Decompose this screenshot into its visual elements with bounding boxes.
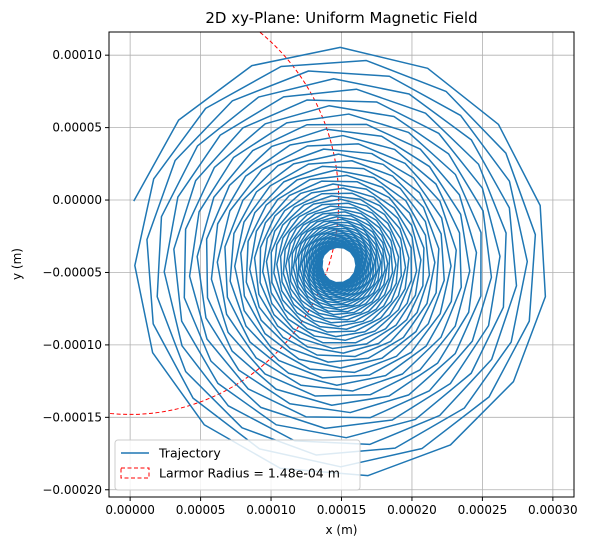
x-tick-label: 0.00025: [458, 503, 508, 517]
y-tick-label: −0.00005: [42, 265, 102, 279]
legend-box: [114, 439, 361, 491]
x-tick-label: 0.00005: [176, 503, 226, 517]
y-axis-label: y (m): [10, 248, 24, 280]
chart-title: 2D xy-Plane: Uniform Magnetic Field: [205, 9, 477, 27]
x-axis-label: x (m): [326, 523, 358, 537]
x-tick-label: 0.00020: [387, 503, 437, 517]
legend: Trajectory Larmor Radius = 1.48e-04 m: [114, 439, 361, 491]
y-tick-label: 0.00005: [52, 121, 102, 135]
y-tick-label: 0.00000: [52, 193, 102, 207]
y-tick-label: −0.00010: [42, 338, 102, 352]
legend-larmor-label: Larmor Radius = 1.48e-04 m: [159, 466, 340, 481]
x-tick-label: 0.00010: [246, 503, 296, 517]
legend-larmor-swatch: [120, 467, 150, 479]
x-tick-label: 0.00000: [105, 503, 155, 517]
y-tick-label: −0.00015: [42, 410, 102, 424]
trajectory-series: [133, 46, 547, 477]
x-ticks: 0.00000 0.00005 0.00010 0.00015 0.00020 0.000…: [105, 497, 578, 517]
legend-trajectory-label: Trajectory: [158, 446, 221, 461]
x-tick-label: 0.00015: [317, 503, 367, 517]
y-tick-label: −0.00020: [42, 483, 102, 497]
x-tick-label: 0.00030: [528, 503, 578, 517]
y-tick-label: 0.00010: [52, 48, 102, 62]
y-ticks: 0.00010 0.00005 0.00000 −0.00005 −0.00010 −0.…: [42, 48, 109, 497]
